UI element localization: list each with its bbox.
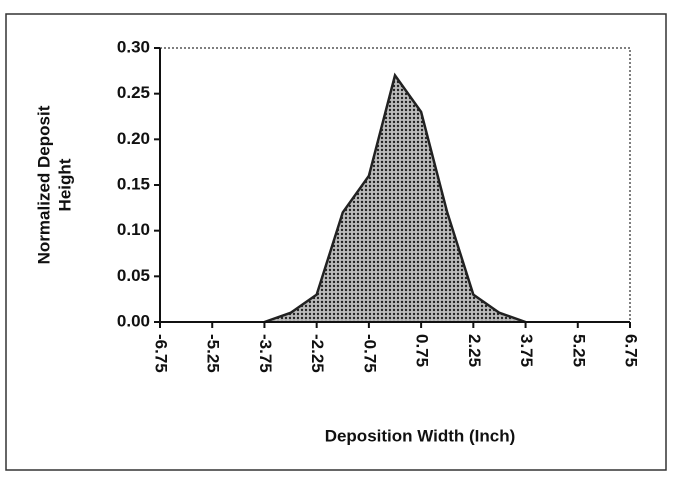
y-tick-label: 0.20 xyxy=(117,129,150,148)
x-tick-label: -6.75 xyxy=(152,334,171,373)
area xyxy=(264,75,526,323)
line xyxy=(264,72,526,324)
x-tick-label: 3.75 xyxy=(517,334,536,367)
y-tick-label: 0.00 xyxy=(117,311,150,330)
x-tick-label: 2.25 xyxy=(465,334,484,367)
x-tick-label: -0.75 xyxy=(360,334,379,373)
y-tick-label: 0.25 xyxy=(117,83,150,102)
y-tick-label: 0.05 xyxy=(117,266,150,285)
y-axis-label: Height xyxy=(55,158,74,211)
y-tick-label: 0.30 xyxy=(117,37,150,56)
x-tick-label: -5.25 xyxy=(204,334,223,373)
x-tick-label: -3.75 xyxy=(256,334,275,373)
x-tick-label: 0.75 xyxy=(413,334,432,367)
frame xyxy=(5,13,667,471)
x-tick-label: 6.75 xyxy=(622,334,641,367)
y-tick-label: 0.10 xyxy=(117,220,150,239)
x-axis-label: Deposition Width (Inch) xyxy=(325,426,516,445)
plot-border xyxy=(160,47,631,322)
x-tick-label: 5.25 xyxy=(569,334,588,367)
x-tick-label: -2.25 xyxy=(308,334,327,373)
y-axis-label: Normalized Deposit xyxy=(34,105,53,264)
y-tick-label: 0.15 xyxy=(117,174,150,193)
